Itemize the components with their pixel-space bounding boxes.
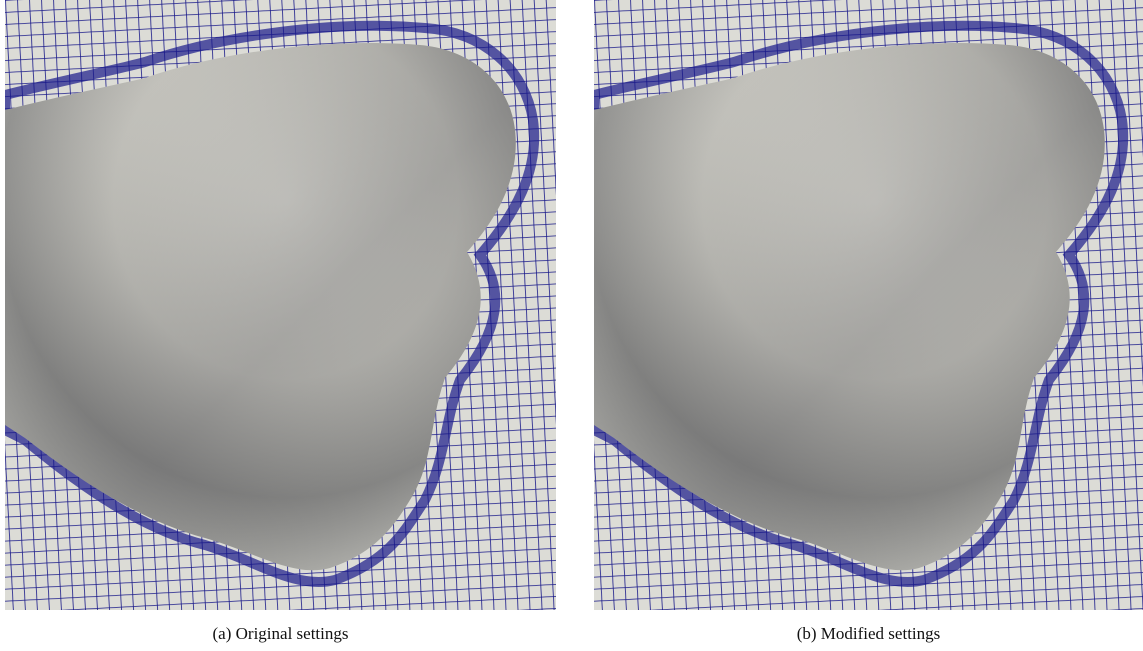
caption: (b) Modified settings (594, 624, 1143, 644)
render-image (5, 0, 556, 610)
caption: (a) Original settings (5, 624, 556, 644)
render-image (594, 0, 1143, 610)
figure-page: (a) Original settings (b) Modified setti… (0, 0, 1143, 651)
